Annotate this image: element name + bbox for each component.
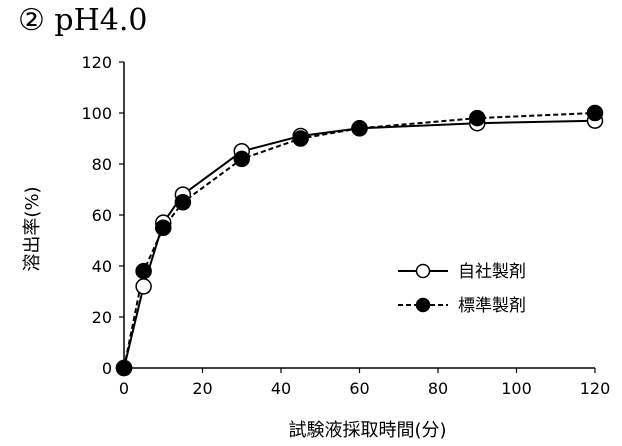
x-tick-label: 20 — [192, 379, 212, 398]
series-2-point — [588, 106, 603, 121]
series-line-2 — [124, 113, 595, 368]
series-2-point — [175, 195, 190, 210]
series-2-point — [293, 131, 308, 146]
x-axis-label: 試験液採取時間(分) — [288, 420, 446, 441]
legend-label-1: 自社製剤 — [458, 262, 526, 282]
y-axis-label: 溶出率(%) — [22, 186, 43, 271]
x-tick-label: 0 — [119, 379, 129, 398]
legend-label-2: 標準製剤 — [458, 296, 526, 316]
series-layer — [117, 106, 603, 376]
series-2-point — [470, 111, 485, 126]
x-tick-label: 80 — [428, 379, 448, 398]
legend-marker-1 — [417, 265, 430, 278]
y-tick-label: 40 — [92, 257, 112, 276]
y-tick-label: 120 — [81, 53, 112, 72]
series-1-point — [136, 279, 151, 294]
series-line-1 — [124, 121, 595, 368]
y-tick-label: 60 — [92, 206, 112, 225]
x-tick-label: 100 — [501, 379, 532, 398]
y-tick-label: 100 — [81, 104, 112, 123]
y-tick-label: 20 — [92, 308, 112, 327]
x-tick-label: 40 — [271, 379, 291, 398]
series-2-point — [234, 151, 249, 166]
y-tick-label: 0 — [102, 359, 112, 378]
series-2-point — [156, 220, 171, 235]
series-2-point — [117, 361, 132, 376]
series-2-point — [136, 264, 151, 279]
x-tick-label: 60 — [349, 379, 369, 398]
legend-marker-2 — [417, 299, 430, 312]
x-tick-label: 120 — [580, 379, 611, 398]
y-tick-label: 80 — [92, 155, 112, 174]
series-2-point — [352, 121, 367, 136]
